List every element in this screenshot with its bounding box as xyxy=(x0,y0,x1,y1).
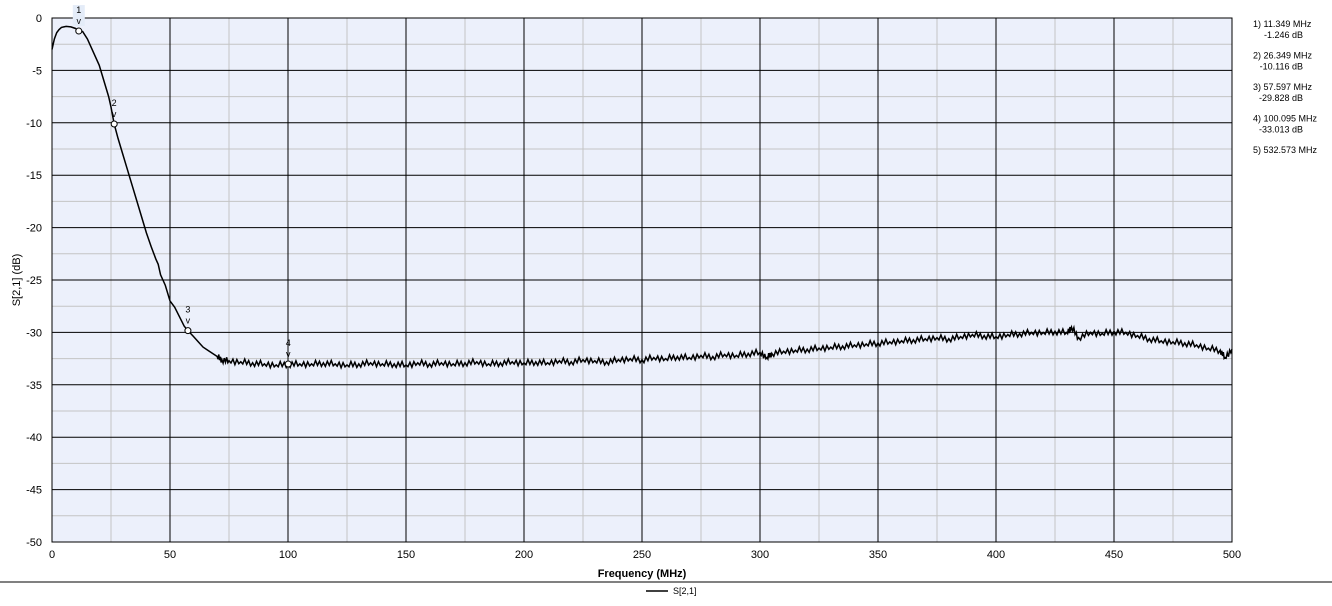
marker-4: 4v xyxy=(284,338,292,368)
marker-arrow: v xyxy=(112,109,117,119)
x-tick-label: 0 xyxy=(49,549,55,561)
readout-frequency: 3) 57.597 MHz xyxy=(1253,82,1313,92)
marker-2: 2v xyxy=(110,98,118,128)
x-axis-label: Frequency (MHz) xyxy=(598,568,687,580)
marker-number: 3 xyxy=(185,305,190,315)
x-tick-label: 400 xyxy=(987,549,1005,561)
y-tick-label: -30 xyxy=(26,327,42,339)
marker-number: 4 xyxy=(286,338,291,348)
y-tick-label: -40 xyxy=(26,432,42,444)
readout-frequency: 2) 26.349 MHz xyxy=(1253,51,1313,61)
marker-dot xyxy=(110,120,118,128)
y-tick-label: -5 xyxy=(32,65,42,77)
readout-level: -10.116 dB xyxy=(1260,62,1303,72)
y-axis-ticks: 0 -5 -10 -15 -20 -25 -30 -35 -40 -45 -50 xyxy=(26,13,42,549)
x-tick-label: 500 xyxy=(1223,549,1241,561)
marker-3: 3v xyxy=(184,305,192,335)
x-tick-label: 50 xyxy=(164,549,176,561)
y-tick-label: -15 xyxy=(26,170,42,182)
readout-frequency: 1) 11.349 MHz xyxy=(1253,19,1312,29)
marker-number: 2 xyxy=(112,98,117,108)
y-tick-label: -50 xyxy=(26,537,42,549)
y-tick-label: -35 xyxy=(26,380,42,392)
readout-level: -1.246 dB xyxy=(1264,30,1303,40)
plot-frame xyxy=(51,17,1233,543)
readout-level: -33.013 dB xyxy=(1259,125,1303,135)
marker-1: 1v xyxy=(72,5,85,35)
x-tick-label: 250 xyxy=(633,549,651,561)
marker-tag-bg xyxy=(72,5,85,27)
x-tick-label: 100 xyxy=(279,549,297,561)
readout-frequency: 5) 532.573 MHz xyxy=(1253,145,1318,155)
marker-arrow: v xyxy=(186,316,191,326)
series-line-s21 xyxy=(51,25,1233,370)
y-axis-label: S[2,1] (dB) xyxy=(11,254,23,307)
y-tick-label: -20 xyxy=(26,223,42,235)
legend: S[2,1] xyxy=(646,586,697,596)
marker-dot xyxy=(284,360,292,368)
marker-readout: 1) 11.349 MHz-1.246 dB 2) 26.349 MHz-10.1… xyxy=(1253,19,1318,155)
y-tick-label: -10 xyxy=(26,118,42,130)
marker-arrow: v xyxy=(77,16,82,26)
x-tick-label: 450 xyxy=(1105,549,1123,561)
marker-dot xyxy=(184,327,192,335)
marker-arrow: v xyxy=(286,349,291,359)
readout-frequency: 4) 100.095 MHz xyxy=(1253,114,1318,124)
x-tick-label: 350 xyxy=(869,549,887,561)
x-tick-label: 150 xyxy=(397,549,415,561)
x-tick-label: 200 xyxy=(515,549,533,561)
x-tick-label: 300 xyxy=(751,549,769,561)
legend-label-s21: S[2,1] xyxy=(673,586,697,596)
x-axis-ticks: 0 50 100 150 200 250 300 350 400 450 500 xyxy=(49,549,1241,561)
readout-level: -29.828 dB xyxy=(1259,93,1303,103)
y-tick-label: -25 xyxy=(26,275,42,287)
marker-number: 1 xyxy=(76,5,81,15)
marker-dot xyxy=(75,27,83,35)
y-tick-label: -45 xyxy=(26,485,42,497)
y-tick-label: 0 xyxy=(36,13,42,25)
